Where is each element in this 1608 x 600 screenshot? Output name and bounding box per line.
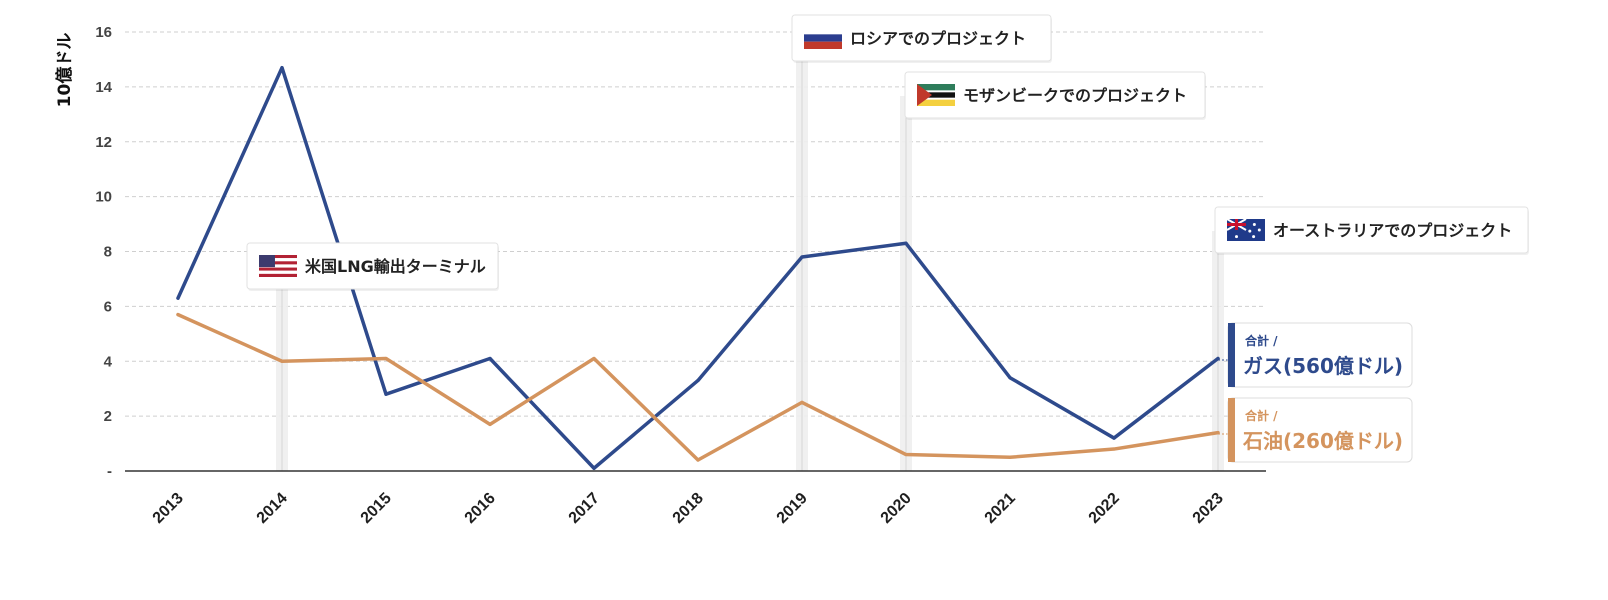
data-point-oil [488,422,492,426]
mozambique-flag-icon [917,84,955,106]
y-tick-label: 4 [104,353,113,370]
annotation-box [1214,206,1529,254]
legend-oil: 合計 / 石油(260億ドル) [1218,397,1413,463]
legend-gas: 合計 / ガス(560億ドル) [1218,322,1413,388]
data-point-oil [176,313,180,317]
x-tick-label: 2016 [462,490,499,527]
legend-color-bar [1228,398,1235,462]
annotation-russia: ロシアでのプロジェクト [791,14,1052,63]
y-tick-label: 16 [95,24,112,41]
x-tick-label: 2017 [566,490,603,527]
data-point-oil [696,458,700,462]
data-point-gas [176,296,180,300]
y-tick-label: 6 [104,298,112,315]
x-axis-ticks: 2013 2014 2015 2016 2017 2018 2019 2020 2021 2022… [150,490,1227,527]
annotation-box [791,14,1052,62]
data-point-oil [280,359,284,363]
data-point-gas [1112,436,1116,440]
data-point-oil [384,356,388,361]
y-axis-ticks: - 2 4 6 8 10 12 14 16 [95,24,112,480]
x-tick-label: 2018 [670,490,707,527]
data-point-gas [488,356,492,361]
annotation-box [246,242,499,290]
data-point-gas [904,241,908,245]
legend-prefix: 合計 / [1245,408,1278,423]
data-point-oil [800,400,804,405]
y-tick-label: 8 [104,244,112,261]
data-point-oil [1008,455,1012,459]
annotation-box [904,71,1206,119]
data-point-oil [592,356,596,361]
russia-flag-icon [804,27,842,49]
annotation-label: オーストラリアでのプロジェクト [1273,221,1512,240]
x-tick-label: 2022 [1086,490,1123,527]
legend-prefix: 合計 / [1245,333,1278,348]
x-tick-label: 2019 [774,490,811,527]
series-line-oil [176,312,1220,462]
y-axis-label: 10億ドル [54,33,75,108]
annotation-label: ロシアでのプロジェクト [850,29,1026,48]
y-tick-label: 10 [95,189,112,206]
data-point-gas [592,466,596,470]
usa-flag-icon [259,255,297,277]
australia-flag-icon [1226,218,1265,241]
annotation-label: モザンビークでのプロジェクト [963,86,1187,105]
legend-label: ガス(560億ドル) [1243,354,1403,378]
annotation-vertical-lines [276,39,1224,471]
x-tick-label: 2013 [150,490,187,527]
y-tick-label: 12 [95,134,112,151]
data-point-gas [280,66,284,70]
data-point-gas [696,378,700,383]
data-point-gas [1008,376,1012,380]
data-point-oil [1112,447,1116,451]
data-point-gas [800,255,804,259]
y-tick-label: 2 [104,408,112,425]
y-tick-label: 14 [95,79,112,96]
annotations: 米国LNG輸出ターミナル ロシアでのプロジェクトモザンビークでのプロジェクトオース… [246,14,1529,291]
legend-color-bar [1228,323,1235,387]
series-legend: 合計 / ガス(560億ドル) 合計 / 石油(260億ドル) [1218,322,1413,463]
annotation-mozambique: モザンビークでのプロジェクト [904,71,1206,120]
data-point-gas [384,392,388,396]
x-tick-label: 2015 [358,490,395,527]
annotation-us: 米国LNG輸出ターミナル [246,242,499,291]
legend-label: 石油(260億ドル) [1242,429,1403,453]
x-tick-label: 2014 [254,490,291,527]
data-point-oil [1216,430,1220,435]
x-tick-label: 2020 [878,490,915,527]
data-point-oil [904,452,908,457]
x-tick-label: 2023 [1190,490,1227,527]
y-tick-label: - [107,463,112,480]
annotation-australia: オーストラリアでのプロジェクト [1214,206,1529,255]
x-tick-label: 2021 [982,490,1019,527]
annotation-label: 米国LNG輸出ターミナル [305,257,486,276]
data-point-gas [1216,356,1220,361]
